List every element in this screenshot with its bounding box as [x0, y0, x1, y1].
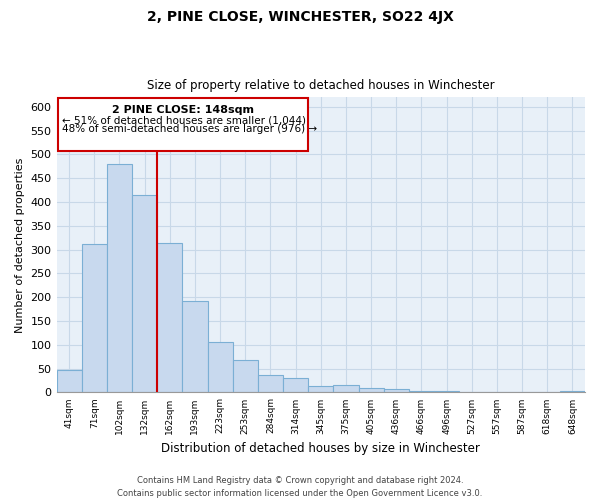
Bar [383, 389, 409, 392]
Bar [82, 244, 107, 392]
Bar [132, 195, 157, 392]
X-axis label: Distribution of detached houses by size in Winchester: Distribution of detached houses by size … [161, 442, 480, 455]
Text: ← 51% of detached houses are smaller (1,044): ← 51% of detached houses are smaller (1,… [62, 116, 305, 126]
Bar [157, 242, 182, 392]
Bar [308, 386, 334, 392]
Bar [107, 164, 132, 392]
Text: 48% of semi-detached houses are larger (976) →: 48% of semi-detached houses are larger (… [62, 124, 317, 134]
Bar [56, 370, 82, 392]
Text: Contains HM Land Registry data © Crown copyright and database right 2024.
Contai: Contains HM Land Registry data © Crown c… [118, 476, 482, 498]
Bar [258, 375, 283, 392]
Bar [283, 378, 308, 392]
Bar [208, 342, 233, 392]
Bar [233, 360, 258, 392]
Text: 2, PINE CLOSE, WINCHESTER, SO22 4JX: 2, PINE CLOSE, WINCHESTER, SO22 4JX [146, 10, 454, 24]
Bar [182, 301, 208, 392]
Bar [409, 391, 434, 392]
Bar [359, 388, 383, 392]
Text: 2 PINE CLOSE: 148sqm: 2 PINE CLOSE: 148sqm [112, 105, 254, 115]
Y-axis label: Number of detached properties: Number of detached properties [15, 157, 25, 332]
Bar [58, 98, 308, 150]
Title: Size of property relative to detached houses in Winchester: Size of property relative to detached ho… [147, 79, 494, 92]
Bar [334, 386, 359, 392]
